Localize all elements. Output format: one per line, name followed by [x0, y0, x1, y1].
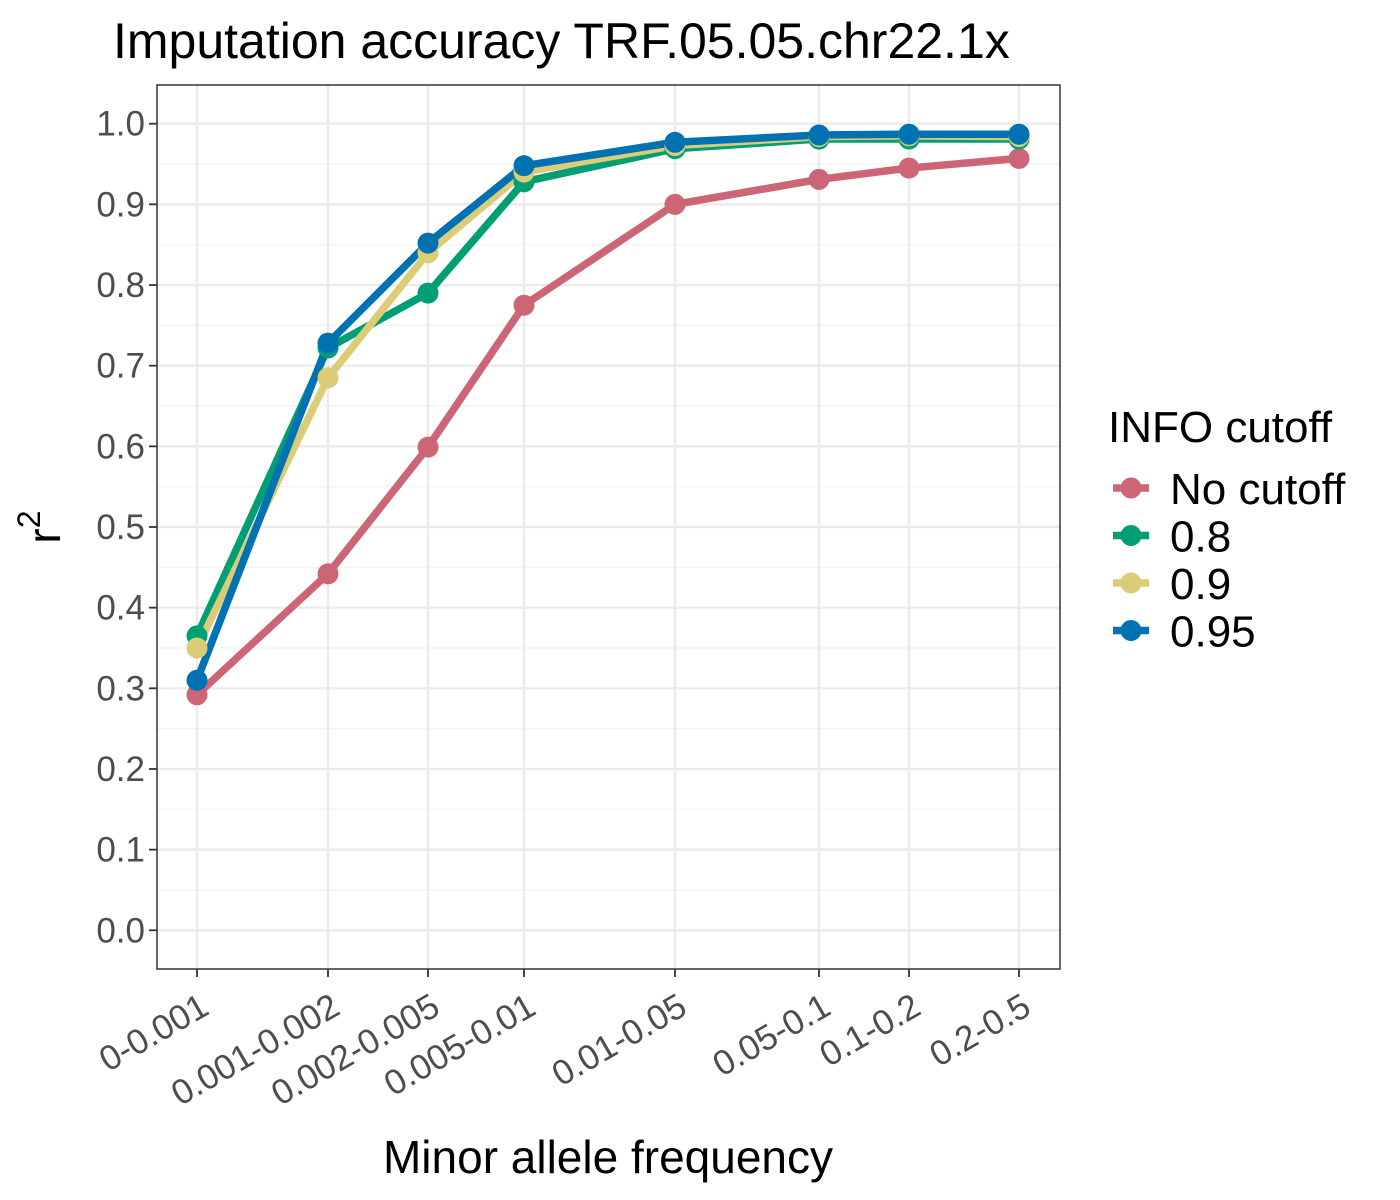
legend-key-point [1120, 525, 1142, 546]
series-line-1 [194, 154, 1020, 698]
y-axis-title-base: r [18, 528, 70, 543]
y-tick-label: 0.8 [96, 266, 145, 305]
data-point [417, 232, 439, 254]
data-point [317, 563, 339, 585]
data-point [898, 123, 920, 145]
legend-key-point [1120, 477, 1142, 499]
chart-title: Imputation accuracy TRF.05.05.chr22.1x [113, 13, 1010, 69]
legend-label: 0.95 [1170, 608, 1256, 657]
y-tick-label: 1.0 [96, 105, 145, 144]
data-point [808, 168, 830, 190]
x-tick-label: 0.05-0.1 [706, 986, 837, 1084]
x-tick-label: 0.1-0.2 [813, 986, 927, 1074]
legend-label: 0.8 [1170, 513, 1231, 562]
data-point [317, 367, 339, 389]
data-point [1008, 123, 1030, 145]
legend-label: No cutoff [1170, 465, 1346, 514]
data-point [186, 669, 208, 691]
x-tick-label: 0.01-0.05 [545, 986, 693, 1094]
x-axis-title: Minor allele frequency [383, 1131, 833, 1183]
grid-lines [157, 85, 1060, 969]
y-tick-label: 0.7 [96, 347, 145, 386]
legend-key-point [1120, 620, 1142, 641]
y-tick-label: 0.9 [96, 185, 145, 224]
data-point [186, 637, 208, 659]
y-tick-label: 0.5 [96, 508, 145, 547]
data-point [664, 131, 686, 153]
data-point [513, 294, 535, 316]
data-point [317, 332, 339, 354]
y-axis-title: r2 [11, 510, 70, 543]
y-tick-label: 0.2 [96, 750, 145, 789]
svg-text:r2: r2 [11, 510, 70, 543]
y-axis-title-superscript: 2 [11, 510, 47, 528]
legend-key-point [1120, 572, 1142, 594]
y-tick-label: 0.1 [96, 831, 145, 870]
y-axis-ticks: 0.0 0.1 0.2 0.3 0.4 0.5 0.6 0.7 0.8 0.9 1.0 [96, 105, 157, 950]
legend-label: 0.9 [1170, 560, 1231, 609]
data-point [898, 157, 920, 179]
y-tick-label: 0.3 [96, 669, 145, 708]
y-tick-label: 0.6 [96, 427, 145, 466]
y-tick-label: 0.4 [96, 589, 145, 628]
data-point [808, 124, 830, 146]
legend-title: INFO cutoff [1108, 403, 1333, 452]
data-point [417, 282, 439, 304]
data-point [1008, 147, 1030, 169]
data-point [186, 684, 208, 706]
data-point [513, 155, 535, 177]
data-point [664, 193, 686, 215]
series-line-4 [193, 130, 1019, 682]
series-lines [193, 130, 1020, 698]
x-tick-label: 0.2-0.5 [923, 986, 1037, 1074]
series-points [186, 123, 1030, 706]
y-tick-label: 0.0 [96, 911, 145, 950]
data-point [417, 436, 439, 458]
